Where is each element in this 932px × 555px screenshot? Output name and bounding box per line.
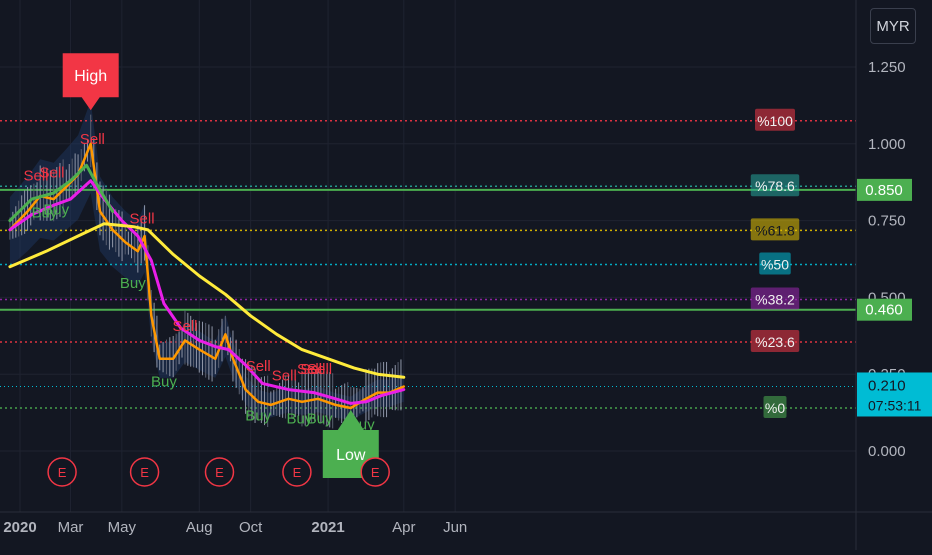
fib-level-tag [750, 218, 800, 241]
level-tag-label: 0.460 [865, 302, 903, 319]
moving-average-fast-line [8, 179, 406, 405]
moving-average-green-line [8, 163, 115, 223]
high-low-markers: High Low [62, 53, 379, 478]
buy-signal: Buy [151, 373, 177, 390]
earnings-event-label: E [371, 465, 380, 480]
fib-level-tag [750, 329, 800, 352]
fib-level-tag [759, 252, 791, 275]
currency-label[interactable]: MYR [870, 8, 916, 44]
low-marker [322, 409, 379, 478]
high-marker-label: High [74, 68, 107, 85]
earnings-event-marker[interactable] [360, 457, 390, 487]
fib-level-label: %50 [761, 257, 789, 273]
last-price-tag [857, 372, 932, 417]
fib-level-tag [755, 108, 795, 131]
high-marker [62, 53, 119, 111]
sell-signal: Sell [246, 358, 271, 375]
earnings-event-label: E [215, 465, 224, 480]
sell-signal: Sell [39, 165, 64, 182]
bar-countdown-label: 07:53:11 [868, 397, 922, 413]
buy-signal: Buy [307, 410, 333, 427]
y-tick-label: 0.750 [868, 213, 906, 230]
x-tick-label: 2020 [3, 519, 36, 536]
y-tick-label: 1.250 [868, 59, 906, 76]
earnings-event-marker[interactable] [47, 457, 77, 487]
fib-level-tag [750, 174, 800, 197]
price-levels: %100 %78.6 %61.8 %50 %38.2 %23.6 %0 [0, 108, 856, 418]
x-tick-label: Mar [58, 519, 84, 536]
sell-signal: Sell [300, 361, 325, 378]
price-axis-tags: 0.850 0.460 0.210 07:53:11 [857, 178, 932, 417]
volatility-band [9, 100, 404, 421]
buy-signal: Buy [287, 410, 313, 427]
sell-signal: Sell [130, 211, 155, 228]
fib-level-label: %100 [757, 113, 793, 129]
fib-level-tag [763, 395, 787, 418]
fib-level-label: %0 [765, 400, 785, 416]
x-tick-label: Aug [186, 519, 213, 536]
last-price-label: 0.210 [868, 377, 906, 394]
buy-signal: Buy [31, 205, 57, 222]
y-tick-label: 1.000 [868, 136, 906, 153]
x-tick-label: May [108, 519, 137, 536]
earnings-event-marker[interactable] [129, 457, 160, 487]
level-tag [857, 178, 912, 201]
y-tick-label: 0.000 [868, 443, 906, 460]
x-tick-label: Jun [443, 519, 467, 536]
sell-signal: Sell [272, 367, 297, 384]
series-lines [8, 114, 406, 429]
earnings-event-label: E [58, 465, 67, 480]
plot-area[interactable] [0, 0, 856, 512]
fib-level-label: %61.8 [755, 222, 795, 238]
sell-signal: Sell [297, 361, 322, 378]
fib-level-tag [750, 287, 800, 310]
moving-average-slow-line [8, 222, 406, 379]
buy-signal: Buy [245, 407, 271, 424]
sell-signal: Sell [23, 168, 48, 185]
x-tick-label: Oct [239, 519, 263, 536]
earnings-event-marker[interactable] [282, 457, 312, 487]
x-tick-label: Apr [392, 519, 415, 536]
fib-level-label: %23.6 [755, 334, 795, 350]
level-tag [857, 298, 912, 321]
x-tick-label: 2021 [311, 519, 344, 536]
sell-signal: Sell [307, 361, 332, 378]
earnings-event-label: E [293, 465, 302, 480]
fib-level-label: %38.2 [755, 292, 795, 308]
earnings-event-label: E [140, 465, 149, 480]
earnings-event-marker[interactable] [204, 457, 235, 487]
fib-level-label: %78.6 [755, 178, 795, 194]
time-axis[interactable]: 2020 Mar May Aug Oct 2021 Apr Jun [3, 519, 467, 536]
buy-signal: Buy [120, 275, 146, 292]
volatility-cloud [9, 100, 404, 421]
level-tag-label: 0.850 [865, 182, 903, 199]
buy-signal: Buy [43, 201, 69, 218]
low-marker-label: Low [336, 447, 366, 464]
sell-signal: Sell [172, 318, 197, 335]
sell-signal: Sell [80, 131, 105, 148]
